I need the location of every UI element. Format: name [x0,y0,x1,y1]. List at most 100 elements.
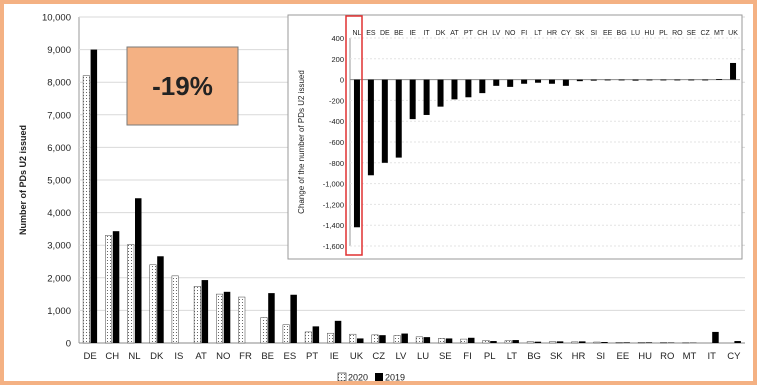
inset-bar-SI [591,80,597,81]
bar-2019-CY [734,341,741,343]
main-y-tick-label: 6,000 [47,143,71,154]
inset-bar-PL [660,80,666,81]
inset-bar-FI [521,80,527,84]
inset-bar-IT [424,80,430,115]
inset-bar-IE [410,80,416,120]
inset-bar-LV [493,80,499,86]
main-x-tick-label: SI [596,351,605,362]
inset-y-tick-label: -400 [329,117,344,126]
callout-text: -19% [152,71,213,101]
main-y-tick-label: 10,000 [42,13,71,24]
legend-swatch-2019 [375,373,383,381]
main-x-tick-label: RO [660,351,674,362]
bar-2020-DK [150,265,157,343]
inset-x-tick-label: HU [644,30,654,37]
inset-bar-BG [619,80,625,81]
inset-x-tick-label: PL [659,30,668,37]
bar-2020-NO [216,294,223,343]
inset-bar-CZ [702,80,708,81]
inset-bar-MT [716,79,722,80]
bar-2019-LU [424,337,431,343]
inset-y-tick-label: 200 [331,55,344,64]
main-x-tick-label: HR [572,351,586,362]
inset-bar-LU [633,80,639,81]
main-x-tick-label: EE [617,351,630,362]
main-x-tick-label: LT [507,351,518,362]
main-x-tick-label: UK [350,351,364,362]
inset-bar-DE [382,80,388,163]
inset-x-tick-label: NO [505,30,516,37]
inset-x-tick-label: LT [534,30,542,37]
main-x-tick-label: LU [417,351,429,362]
inset-bar-SK [577,80,583,82]
main-x-tick-label: IS [174,351,183,362]
bar-2020-PT [305,332,312,343]
inset-x-tick-label: CH [477,30,487,37]
bar-2020-CH [105,235,112,343]
inset-bar-NO [507,80,513,87]
bar-2020-IS [172,276,179,343]
main-y-tick-label: 7,000 [47,110,71,121]
inset-y-tick-label: -200 [329,96,344,105]
main-y-tick-label: 1,000 [47,306,71,317]
bar-2020-DE [83,76,90,343]
bar-2019-NL [135,198,142,343]
bar-2019-PL [490,341,497,343]
inset-x-tick-label: NL [352,30,361,37]
inset-x-tick-label: ES [366,30,376,37]
bar-2019-FI [468,338,475,343]
main-y-tick-label: 9,000 [47,45,71,56]
main-x-tick-label: NL [128,351,140,362]
inset-bar-HU [646,80,652,81]
main-y-tick-label: 8,000 [47,78,71,89]
inset-x-tick-label: EE [603,30,613,37]
inset-bar-UK [730,63,736,80]
inset-x-tick-label: BG [617,30,627,37]
main-x-tick-label: HU [638,351,652,362]
inset-change-chart: Change of the number of PDs U2 issued -1… [288,15,742,259]
bar-2020-HU [638,342,645,343]
main-x-tick-label: SK [550,351,563,362]
bar-2019-SI [601,342,608,343]
bar-2019-BG [535,342,542,343]
bar-2019-NO [224,292,231,343]
inset-bar-CH [479,80,485,94]
bar-2020-NL [128,245,135,343]
main-x-tick-label: PT [306,351,318,362]
inset-bar-AT [451,80,457,100]
bar-2019-EE [623,342,630,343]
inset-y-tick-label: -1,400 [323,221,344,230]
bar-2019-LT [512,340,519,343]
bar-2020-PL [483,340,490,343]
bar-2019-DE [91,50,98,343]
bar-2020-LU [416,337,423,343]
chart-canvas: Number of PDs U2 issued 01,0002,0003,000… [4,4,753,381]
bar-2020-FI [461,339,468,343]
bar-2020-AT [194,286,201,343]
inset-x-tick-label: LV [492,30,500,37]
bar-2020-ES [283,325,290,343]
bar-2019-AT [202,280,209,343]
inset-bar-LT [535,80,541,83]
bar-2020-SE [438,338,445,343]
main-y-axis-title: Number of PDs U2 issued [18,125,28,235]
main-x-tick-label: CY [727,351,741,362]
legend: 2020 2019 [338,373,405,382]
inset-bar-CY [563,80,569,86]
inset-x-tick-label: DK [436,30,446,37]
bar-2019-UK [357,338,364,343]
legend-swatch-2020 [338,373,346,381]
bar-2019-PT [313,326,320,343]
inset-x-tick-label: HR [547,30,557,37]
bar-2019-HU [646,342,653,343]
inset-x-tick-label: BE [394,30,404,37]
main-x-tick-label: SE [439,351,452,362]
inset-x-tick-label: IT [423,30,430,37]
main-x-tick-label: PL [484,351,496,362]
inset-bar-SE [688,80,694,81]
bar-2019-IE [335,321,342,343]
inset-x-tick-label: FI [521,30,527,37]
inset-x-tick-label: DE [380,30,390,37]
main-y-tick-label: 5,000 [47,176,71,187]
inset-x-tick-label: IE [409,30,416,37]
